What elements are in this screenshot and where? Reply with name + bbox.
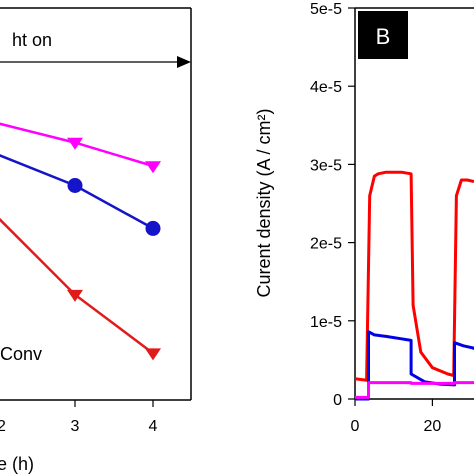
- panel-label-b: B: [376, 24, 391, 49]
- conv-annotation: Conv: [0, 344, 42, 364]
- panel-label-box: [358, 11, 408, 59]
- right-x-tick-label: 0: [351, 418, 360, 435]
- right-y-tick-label: 1e-5: [310, 314, 342, 331]
- right-series-2-line: [355, 381, 474, 399]
- right-y-tick-label: 4e-5: [310, 79, 342, 96]
- right-series-0-line: [354, 170, 474, 382]
- right-y-axis-label: Curent density (A / cm²): [254, 108, 274, 297]
- right-x-tick-label: 20: [424, 418, 442, 435]
- left-series-2-point: [145, 348, 161, 361]
- left-x-tick-label: 3: [71, 418, 80, 435]
- left-series-0-point: [67, 137, 83, 150]
- left-series-1-point: [145, 220, 161, 236]
- left-x-tick-label: 4: [149, 418, 158, 435]
- right-y-ticks: 0 1e-5 2e-5 3e-5 4e-5 5e-5: [310, 1, 355, 409]
- right-y-tick-label: 5e-5: [310, 1, 342, 18]
- left-series-0-point: [145, 161, 161, 174]
- light-on-arrow-head: [177, 56, 191, 68]
- right-series-1-line: [355, 330, 474, 401]
- left-series-2-point: [67, 289, 83, 302]
- right-series-group: [354, 170, 474, 401]
- right-y-tick-label: 3e-5: [310, 157, 342, 174]
- right-x-ticks: 0 20: [351, 399, 442, 435]
- left-series-2-line: [0, 217, 154, 355]
- left-x-axis-label: e (h): [0, 454, 34, 474]
- right-chart-panel: B Curent density (A / cm²) 0 1e-5 2e-5 3e-5…: [254, 1, 474, 435]
- right-y-tick-label: 0: [333, 392, 342, 409]
- right-y-tick-label: 2e-5: [310, 236, 342, 253]
- light-on-annotation: ht on: [12, 30, 52, 50]
- left-x-tick-label-partial: 2: [0, 418, 6, 435]
- left-series-1-point: [67, 178, 83, 193]
- left-series-group: [0, 122, 161, 361]
